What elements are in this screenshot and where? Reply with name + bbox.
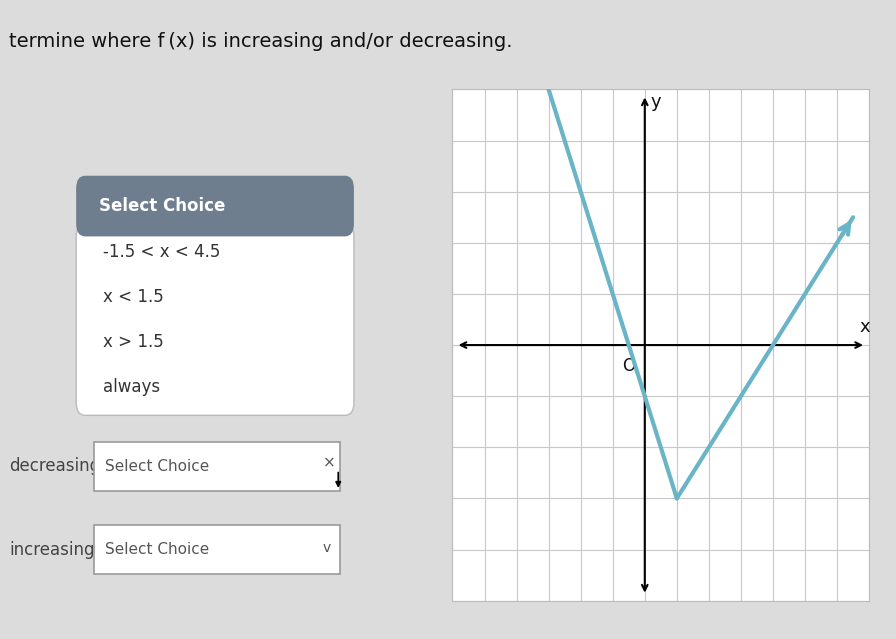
Text: O: O — [622, 357, 635, 374]
Text: Select Choice: Select Choice — [106, 459, 210, 474]
FancyBboxPatch shape — [94, 442, 340, 491]
FancyBboxPatch shape — [76, 224, 354, 415]
Text: always: always — [103, 378, 160, 396]
Text: Select Choice: Select Choice — [99, 197, 225, 215]
FancyBboxPatch shape — [76, 176, 354, 236]
Text: -1.5 < x < 4.5: -1.5 < x < 4.5 — [103, 243, 220, 261]
Text: decreasing:: decreasing: — [9, 458, 106, 475]
Text: x < 1.5: x < 1.5 — [103, 288, 164, 306]
Text: v: v — [323, 541, 331, 555]
Text: x > 1.5: x > 1.5 — [103, 333, 164, 351]
Text: Select Choice: Select Choice — [106, 542, 210, 557]
Text: ×: × — [323, 456, 335, 471]
Text: x: x — [859, 318, 870, 336]
Text: y: y — [650, 93, 661, 111]
FancyBboxPatch shape — [94, 525, 340, 574]
Text: termine where f (x) is increasing and/or decreasing.: termine where f (x) is increasing and/or… — [9, 32, 513, 51]
Text: increasing:: increasing: — [9, 541, 100, 558]
